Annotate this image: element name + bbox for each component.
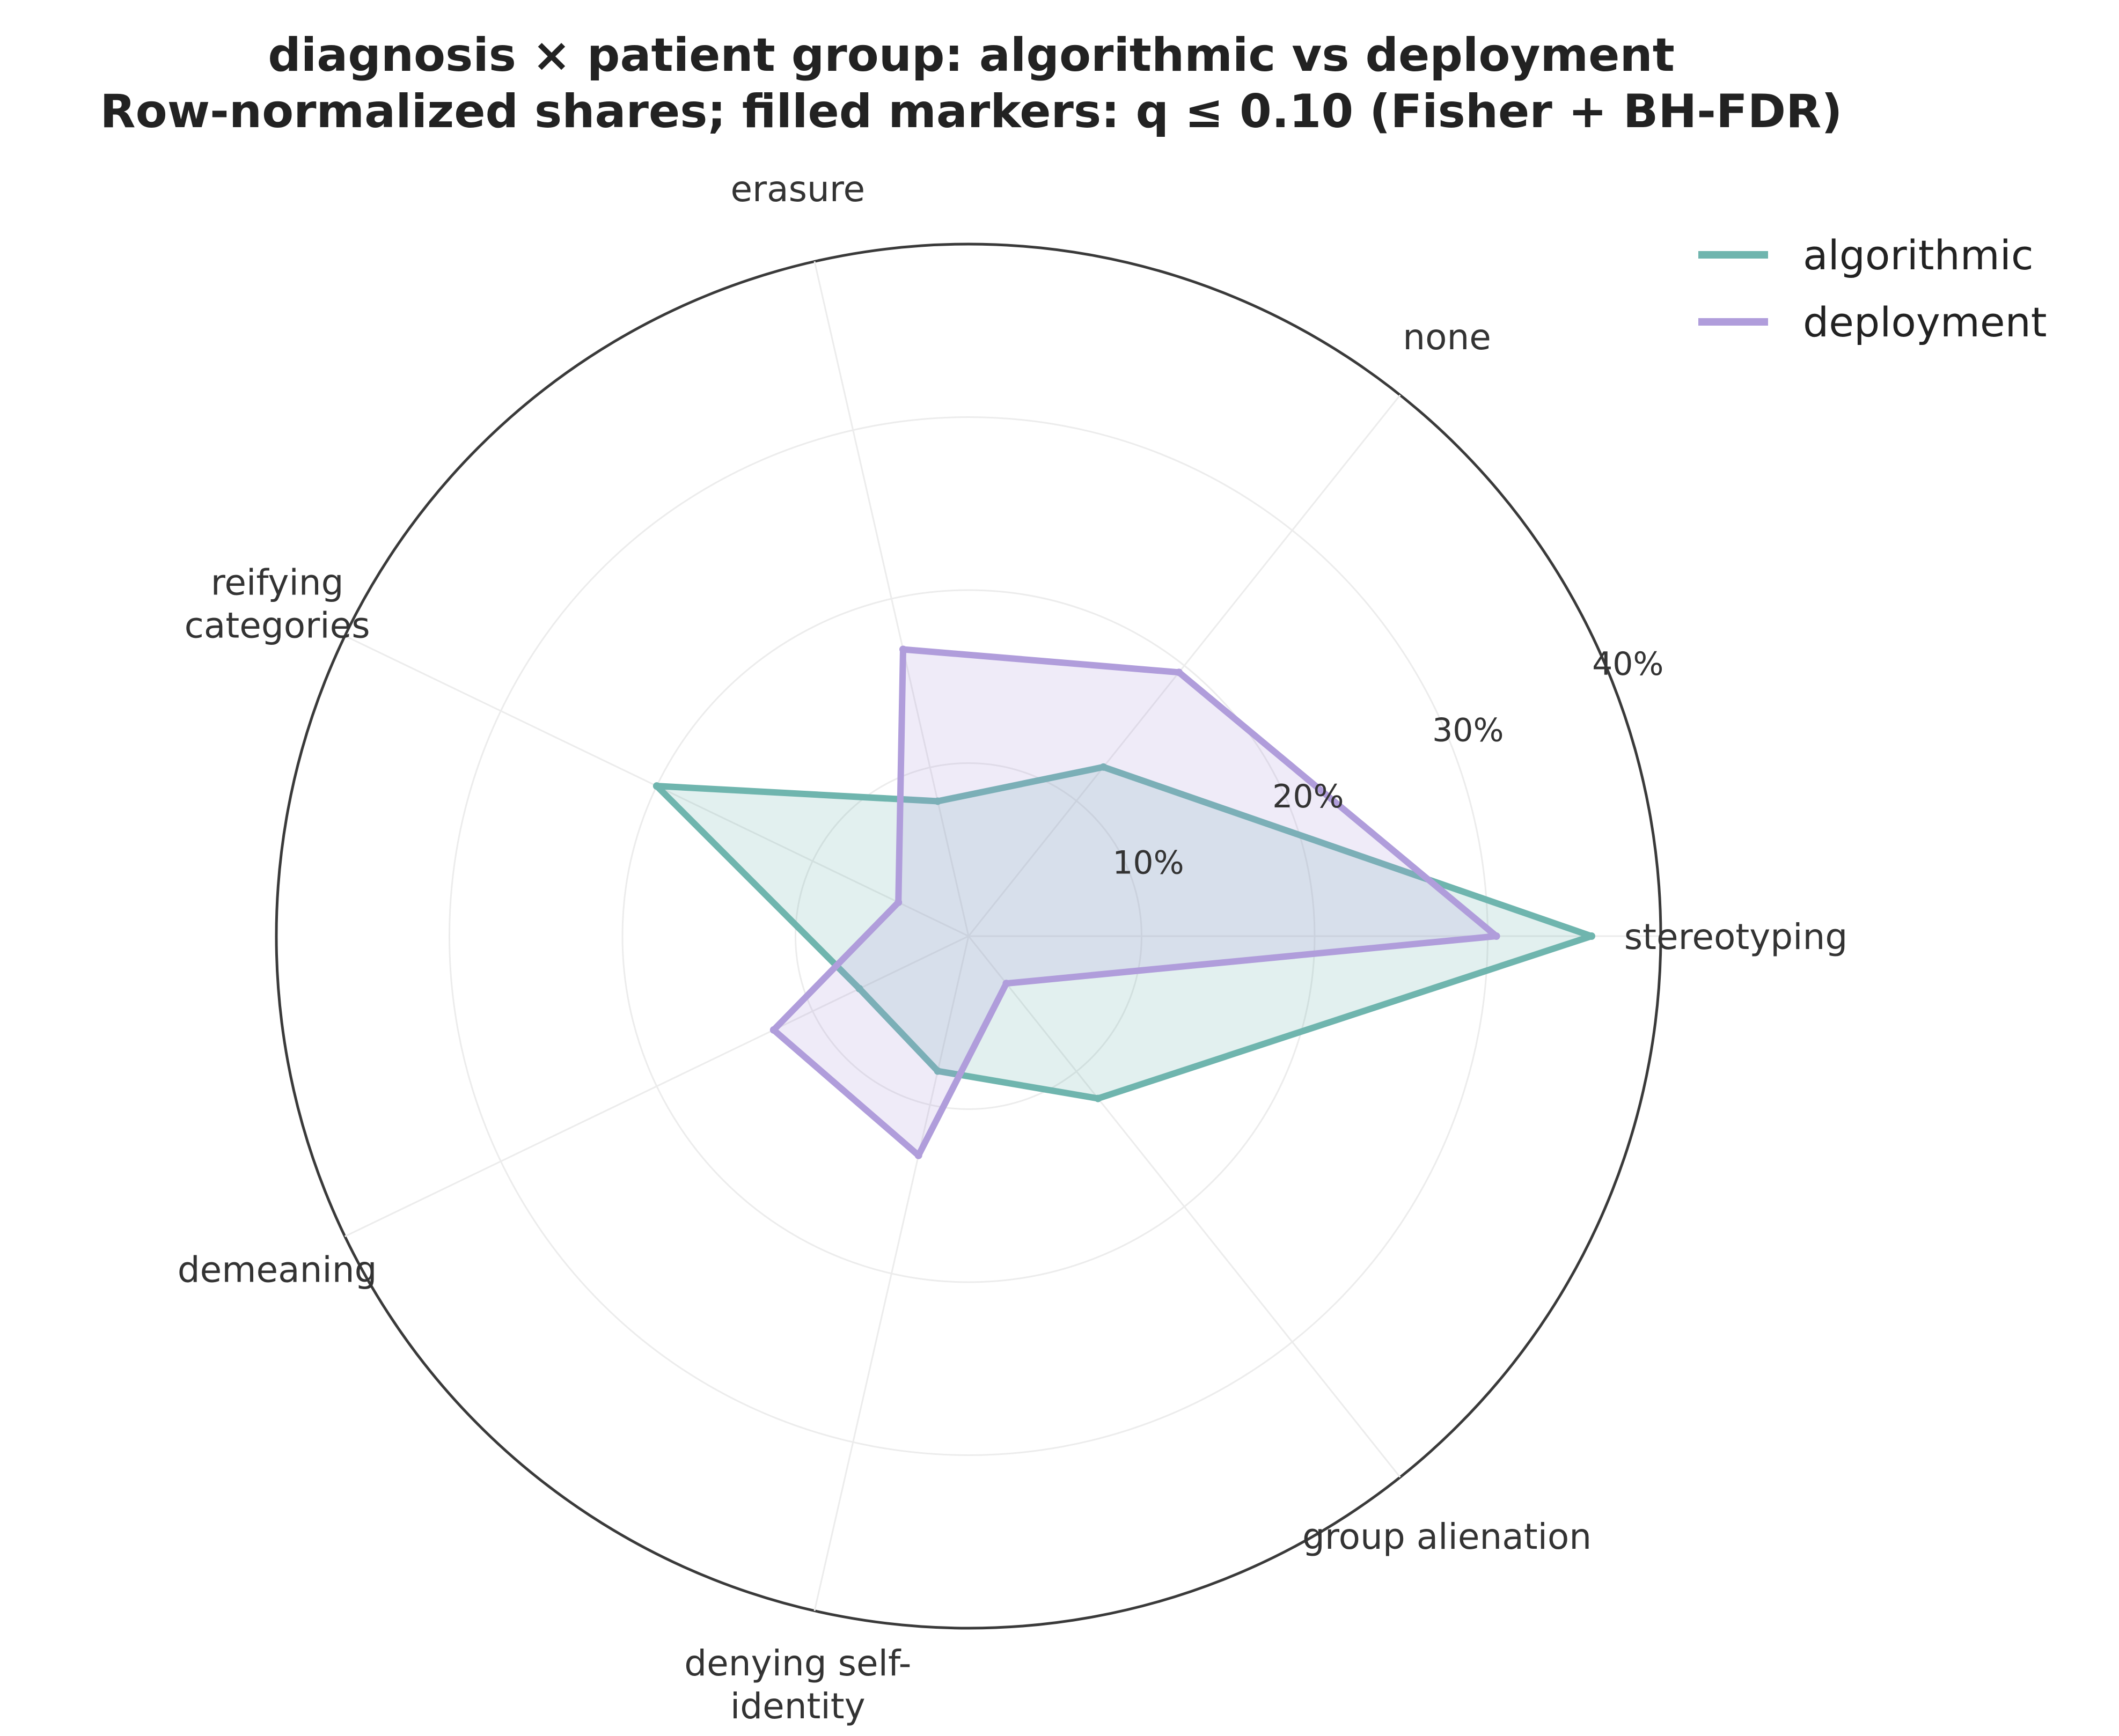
category-label: demeaning [178,1249,377,1290]
category-label: none [1403,317,1491,358]
series-fill-algorithmic [656,767,1592,1099]
legend: algorithmic deployment [1698,231,2047,346]
radial-tick-labels: 10% 20% 30% 40% [1112,645,1663,881]
data-point-deployment [1492,932,1500,940]
category-labels: stereotyping none erasure reifying categorie… [178,168,1847,1727]
data-point-algorithmic [1094,1094,1102,1102]
data-point-algorithmic [1588,932,1595,940]
data-point-deployment [894,899,903,907]
series-line-algorithmic [653,763,1595,1102]
data-point-algorithmic [934,1067,942,1075]
series-line-deployment [770,646,1500,1159]
category-label: stereotyping [1624,916,1847,958]
grid-spoke [967,936,1401,1478]
series-fill-deployment [773,649,1497,1156]
category-label: denying self-identity [684,1643,911,1727]
series-layer [652,645,1595,1159]
grid-spoke [813,261,970,937]
category-label: reifying categories [185,562,370,646]
data-point-algorithmic [652,782,661,790]
radial-tick-label: 20% [1272,778,1344,815]
chart-subtitle: Row-normalized shares; filled markers: q… [100,85,1842,138]
legend-label: deployment [1803,298,2047,346]
data-point-deployment [914,1151,922,1159]
grid-spoke [344,935,969,1238]
data-point-deployment [899,645,907,653]
category-label: group alienation [1302,1516,1592,1557]
data-point-deployment [769,1026,778,1034]
radial-tick-label: 40% [1592,645,1663,683]
data-point-algorithmic [934,797,942,805]
category-label: erasure [730,168,865,210]
grid-spoke [813,936,970,1611]
data-point-algorithmic [855,984,863,992]
chart-title: diagnosis × patient group: algorithmic v… [268,28,1675,82]
data-point-algorithmic [1099,763,1108,771]
radial-tick-label: 30% [1432,711,1504,749]
data-point-deployment [1175,668,1183,676]
radial-tick-label: 10% [1112,844,1184,881]
data-point-deployment [1002,980,1010,988]
grid-spoke [967,394,1401,937]
legend-label: algorithmic [1803,231,2034,279]
